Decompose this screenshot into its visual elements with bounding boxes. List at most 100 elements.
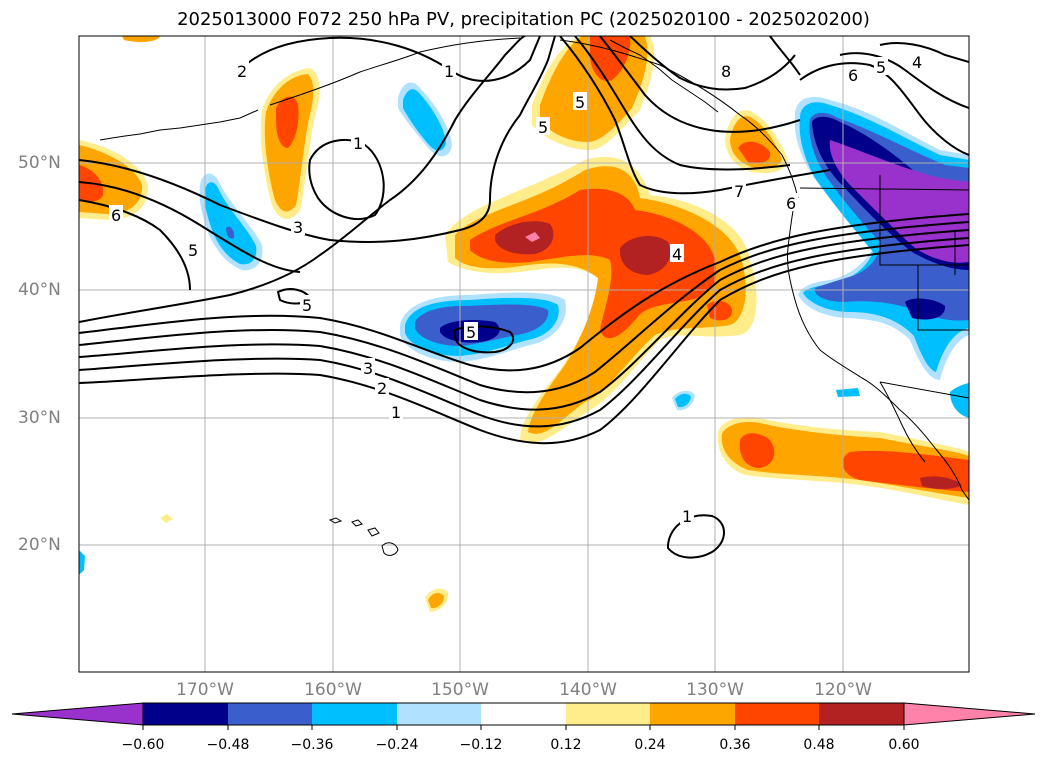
pv-label: 1 — [353, 134, 363, 153]
coast-aleutians — [99, 109, 259, 141]
precip-south-red — [739, 433, 775, 468]
pv-contour-ne-6 — [799, 62, 969, 156]
colorbar-bin — [735, 703, 819, 725]
pv-label: 3 — [363, 359, 373, 378]
pv-contour-ne-5 — [839, 52, 969, 109]
colorbar-bin — [397, 703, 481, 725]
pv-label: 7 — [734, 182, 744, 201]
pv-contour-labels: 2 1 5 8 6 5 4 1 3 5 7 6 6 5 — [109, 52, 924, 526]
gridlines — [79, 36, 969, 672]
pv-contour-2 — [79, 237, 969, 428]
pv-contour-4 — [79, 221, 969, 394]
pv-contour-8-loop — [308, 139, 385, 220]
pv-label: 5 — [302, 296, 312, 315]
pv-label: 8 — [721, 62, 731, 81]
lon-label: 150°W — [431, 680, 489, 700]
pv-label: 2 — [237, 62, 247, 81]
colorbar-tick-label: −0.60 — [121, 737, 165, 753]
pv-label: 6 — [111, 206, 121, 225]
colorbar-bin — [312, 703, 397, 725]
pv-contour-6 — [79, 199, 191, 291]
pv-label: 5 — [188, 241, 198, 260]
precip-plume-pink — [525, 232, 540, 242]
colorbar-bin — [143, 703, 228, 725]
pv-contour-3 — [79, 229, 969, 411]
pv-label: 6 — [848, 66, 858, 85]
pv-contours — [79, 36, 969, 559]
lon-label: 170°W — [176, 680, 234, 700]
pv-contour-5-a — [79, 213, 969, 372]
border-us-canada — [799, 187, 969, 191]
pv-label: 5 — [538, 118, 548, 137]
pv-label: 2 — [377, 379, 387, 398]
pv-label: 4 — [672, 245, 682, 264]
pv-label: 6 — [786, 194, 796, 213]
pv-label: 1 — [682, 507, 692, 526]
precip-ne-navy-blob — [905, 298, 946, 320]
pv-label: 5 — [876, 58, 886, 77]
colorbar-tick-label: 0.60 — [888, 737, 920, 753]
lat-label: 50°N — [18, 153, 61, 173]
pv-label: 1 — [391, 403, 401, 422]
colorbar-bin — [819, 703, 904, 725]
colorbar-tick-label: 0.48 — [803, 737, 835, 753]
lat-label: 40°N — [18, 280, 61, 300]
colorbar-bin — [481, 703, 566, 725]
precip-left-red — [276, 96, 299, 148]
colorbar-bin — [228, 703, 312, 725]
lat-label: 30°N — [18, 408, 61, 428]
colorbar-tick-label: −0.48 — [206, 737, 250, 753]
coast-hawaii-4 — [381, 542, 399, 556]
pv-contour-north-5 — [629, 36, 796, 91]
pv-label: 5 — [575, 93, 585, 112]
precip-speck-hawaii-orange — [428, 592, 444, 609]
colorbar-extend-right — [903, 702, 1036, 726]
pv-label: 4 — [912, 53, 922, 72]
pv-contour-north-3 — [574, 36, 791, 171]
precip-plume-darkred-2 — [620, 236, 671, 275]
precip-speck-cyan-3 — [950, 383, 969, 418]
lon-label: 130°W — [686, 680, 744, 700]
coast-hawaii-1 — [328, 517, 343, 524]
colorbar-tick-label: −0.12 — [459, 737, 503, 753]
pv-contour-north-1 — [239, 36, 541, 82]
precip-top-edge — [122, 36, 160, 43]
colorbar — [11, 702, 1036, 730]
precip-pnw-red — [738, 141, 771, 164]
pv-contour-7 — [79, 36, 556, 243]
lat-label: 20°N — [18, 535, 61, 555]
coast-baja — [879, 381, 926, 463]
colorbar-bin — [566, 703, 650, 725]
pv-contour-5-b — [79, 36, 526, 323]
lon-label: 160°W — [304, 680, 362, 700]
precip-plume-darkred — [495, 221, 554, 255]
pv-label: 3 — [293, 218, 303, 237]
border-states — [879, 175, 969, 331]
precip-speck-cyan-1b — [675, 393, 691, 408]
pv-label: 5 — [466, 323, 476, 342]
precip-speck-cyan-4 — [79, 550, 85, 575]
precip-north-cyan — [403, 89, 446, 151]
colorbar-tick-label: 0.12 — [550, 737, 582, 753]
precip-west-royal — [226, 226, 235, 239]
pv-contour-north-4 — [599, 36, 801, 133]
coast-hawaii-3 — [367, 527, 380, 537]
pv-contour-1-south — [79, 244, 969, 445]
colorbar-tick-label: −0.24 — [375, 737, 419, 753]
coast-alaska — [269, 37, 799, 199]
map-frame — [78, 35, 970, 673]
pv-contour-top-right — [769, 36, 801, 76]
map-area: 2 1 5 8 6 5 4 1 3 5 7 6 6 5 — [79, 36, 969, 672]
colorbar-tick-label: −0.36 — [290, 737, 334, 753]
precip-speck-cyan-2 — [836, 388, 860, 397]
lon-label: 140°W — [559, 680, 617, 700]
pv-contour-ne-4 — [879, 42, 969, 63]
map-title: 2025013000 F072 250 hPa PV, precipitatio… — [177, 9, 870, 30]
colorbar-bin — [650, 703, 735, 725]
lon-label: 120°W — [814, 680, 872, 700]
coast-hawaii-2 — [351, 519, 363, 527]
colorbar-tick-label: 0.36 — [719, 737, 751, 753]
precip-speck-small — [160, 514, 173, 523]
coast-bc-islands — [609, 39, 719, 113]
border-us-mexico — [879, 381, 969, 399]
